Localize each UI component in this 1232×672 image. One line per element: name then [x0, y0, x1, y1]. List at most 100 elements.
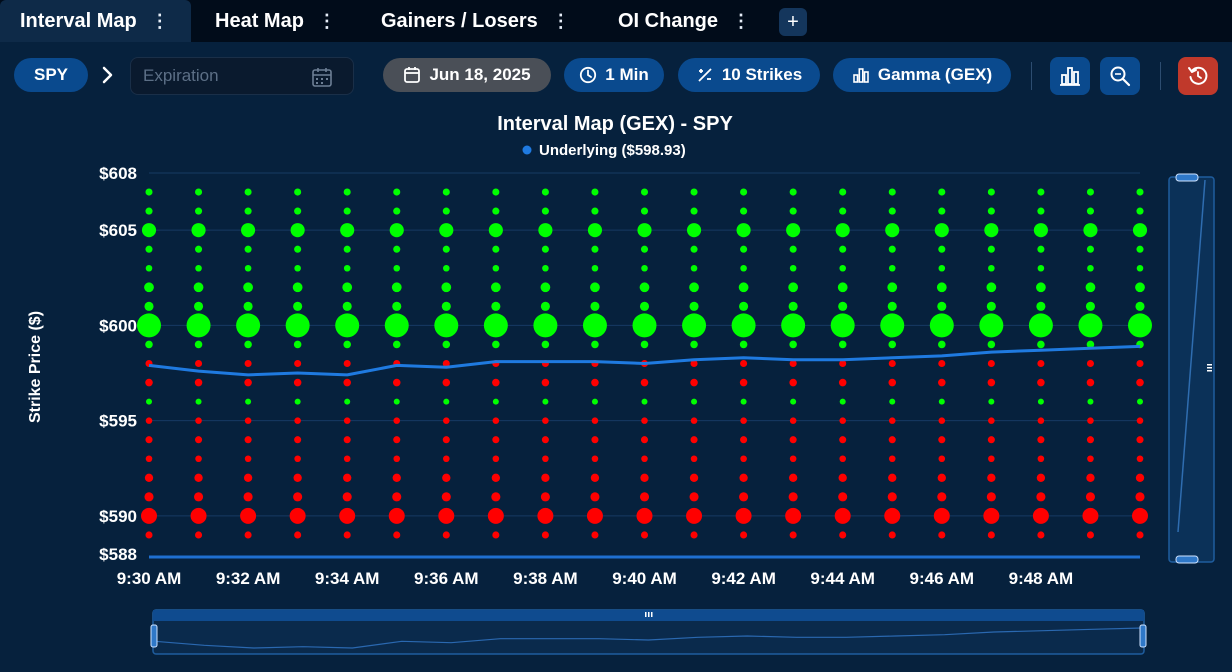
slider-handle-bottom[interactable] — [1175, 555, 1199, 564]
metric-button[interactable]: Gamma (GEX) — [833, 58, 1011, 92]
slider-handle-left[interactable] — [150, 624, 158, 648]
gex-dot — [335, 313, 360, 338]
gex-dot — [1037, 340, 1045, 349]
gex-dot — [640, 473, 649, 482]
gex-dot — [636, 507, 653, 524]
gex-dot — [690, 531, 698, 539]
tab-heat-map[interactable]: Heat Map ⋮ — [215, 0, 336, 42]
gex-dot — [884, 507, 901, 524]
gex-dot — [492, 245, 500, 253]
gex-dot — [195, 436, 203, 444]
underlying-line-layer — [148, 344, 1141, 377]
y-axis-label: Strike Price ($) — [27, 311, 44, 423]
x-axis-ticks: 9:30 AM 9:32 AM 9:34 AM 9:36 AM 9:38 AM 9:40 … — [117, 569, 1073, 588]
gex-dot — [244, 245, 252, 253]
gex-dot — [740, 436, 748, 444]
expiration-input[interactable] — [143, 66, 303, 86]
tab-bar: Interval Map ⋮ Heat Map ⋮ Gainers / Lose… — [0, 0, 1232, 42]
zoom-button[interactable] — [1100, 57, 1140, 95]
vertical-range-slider[interactable] — [1168, 173, 1215, 564]
calendar-icon[interactable] — [311, 67, 333, 87]
gex-dot — [241, 223, 256, 238]
kebab-menu-icon[interactable]: ⋮ — [732, 10, 751, 31]
strikes-button[interactable]: 10 Strikes — [678, 58, 820, 92]
gex-dot — [938, 455, 946, 463]
gex-dot — [145, 417, 153, 424]
gex-dot — [343, 473, 352, 482]
gex-dot — [591, 264, 599, 272]
gex-dot — [739, 378, 748, 387]
gex-dot — [144, 301, 154, 311]
tab-interval-map[interactable]: Interval Map ⋮ — [0, 0, 191, 42]
gex-dot — [1132, 507, 1148, 524]
gex-dot — [294, 207, 302, 215]
date-button[interactable]: Jun 18, 2025 — [383, 58, 551, 92]
kebab-menu-icon[interactable]: ⋮ — [317, 10, 336, 31]
gex-dot — [887, 301, 897, 311]
gex-dot — [393, 455, 401, 463]
chart-legend[interactable]: Underlying ($598.93) — [522, 142, 686, 159]
gex-dot — [690, 207, 698, 215]
gex-dot — [838, 473, 847, 482]
gex-dot — [145, 378, 153, 387]
gex-dot — [1036, 492, 1046, 502]
gex-dot — [392, 492, 402, 502]
chevron-right-icon[interactable] — [100, 65, 116, 85]
gex-dot — [343, 378, 351, 387]
add-tab-button[interactable]: + — [779, 8, 807, 36]
slider-grip-icon[interactable] — [1207, 364, 1212, 372]
gex-dot — [293, 378, 302, 387]
gex-dot — [788, 282, 799, 293]
horizontal-range-slider[interactable] — [150, 609, 1147, 655]
gex-dot — [788, 301, 798, 311]
interval-button[interactable]: 1 Min — [564, 58, 664, 92]
slider-handle-right[interactable] — [1139, 624, 1147, 648]
gex-dot — [640, 436, 649, 444]
gex-dot — [639, 301, 650, 311]
gex-dot — [937, 301, 947, 311]
symbol-button[interactable]: SPY — [14, 58, 88, 92]
bar-chart-icon — [853, 68, 869, 83]
gex-dot — [590, 282, 600, 293]
gex-dot — [443, 264, 450, 272]
gex-dot — [591, 436, 599, 444]
gex-dot — [392, 378, 401, 387]
gex-dot — [343, 264, 351, 272]
reset-button[interactable] — [1178, 57, 1218, 95]
gex-dot — [938, 436, 946, 444]
gex-dot — [830, 313, 855, 338]
slider-handle-top[interactable] — [1175, 173, 1199, 182]
gex-dot — [839, 245, 847, 253]
gex-dot — [1086, 359, 1094, 368]
gex-dot — [938, 340, 946, 349]
kebab-menu-icon[interactable]: ⋮ — [551, 10, 570, 31]
kebab-menu-icon[interactable]: ⋮ — [150, 10, 169, 31]
plus-icon: + — [787, 10, 799, 33]
gex-dot — [293, 492, 303, 502]
gex-dot — [938, 417, 946, 424]
expiration-field[interactable] — [130, 57, 354, 95]
gex-dot — [739, 301, 749, 311]
gex-dot — [541, 473, 550, 482]
gex-dot — [888, 473, 897, 482]
gex-dot — [640, 188, 649, 196]
calendar-icon — [404, 67, 421, 83]
gex-dot — [542, 417, 549, 424]
gex-dot — [393, 264, 401, 272]
slider-grip-icon[interactable] — [645, 612, 653, 617]
gex-dot — [1086, 188, 1094, 196]
gex-dot — [689, 282, 699, 293]
gex-dot — [244, 436, 252, 444]
gex-dot — [838, 340, 847, 349]
gex-dot — [838, 378, 847, 387]
gex-dot — [590, 301, 600, 311]
tab-oi-change[interactable]: OI Change ⋮ — [618, 0, 750, 42]
gex-dot — [442, 436, 450, 444]
tab-gainers-losers[interactable]: Gainers / Losers ⋮ — [381, 0, 570, 42]
gex-dot — [145, 455, 153, 463]
gex-dot — [641, 398, 648, 405]
gex-dot — [392, 340, 401, 349]
gex-dot — [195, 207, 203, 215]
gex-dot — [938, 531, 946, 539]
chart-type-button[interactable] — [1050, 57, 1090, 95]
